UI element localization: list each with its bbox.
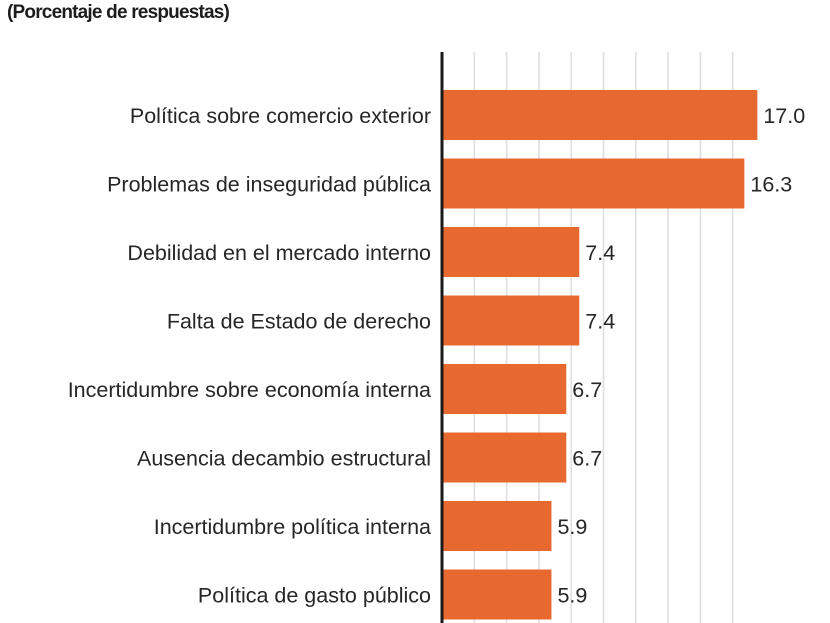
- value-label: 6.7: [572, 447, 602, 471]
- category-label: Política de gasto público: [198, 584, 431, 608]
- value-label: 7.4: [585, 241, 615, 265]
- category-label: Incertidumbre política interna: [154, 515, 431, 539]
- bar: [442, 569, 552, 620]
- category-label: Incertidumbre sobre economía interna: [68, 378, 431, 402]
- bars: [442, 90, 758, 620]
- bar: [442, 432, 567, 483]
- chart-subtitle: (Porcentaje de respuestas): [7, 2, 230, 23]
- category-label: Debilidad en el mercado interno: [127, 241, 431, 265]
- value-label: 6.7: [572, 378, 602, 402]
- category-label: Ausencia decambio estructural: [137, 447, 431, 471]
- value-label: 5.9: [557, 515, 587, 539]
- value-label: 16.3: [750, 173, 792, 197]
- value-labels: 17.0 16.3 7.4 7.4 6.7 6.7 5.9 5.9: [557, 104, 805, 608]
- bar: [442, 90, 758, 140]
- value-label: 7.4: [585, 310, 615, 334]
- bar: [442, 295, 580, 346]
- category-label: Problemas de inseguridad pública: [107, 173, 431, 197]
- bar: [442, 227, 580, 277]
- value-label: 17.0: [763, 104, 805, 128]
- category-labels: Política sobre comercio exterior Problema…: [68, 104, 431, 608]
- value-label: 5.9: [557, 584, 587, 608]
- bar: [442, 364, 567, 414]
- category-label: Política sobre comercio exterior: [130, 104, 431, 128]
- category-label: Falta de Estado de derecho: [167, 310, 431, 334]
- bar: [442, 158, 745, 209]
- bar: [442, 501, 552, 551]
